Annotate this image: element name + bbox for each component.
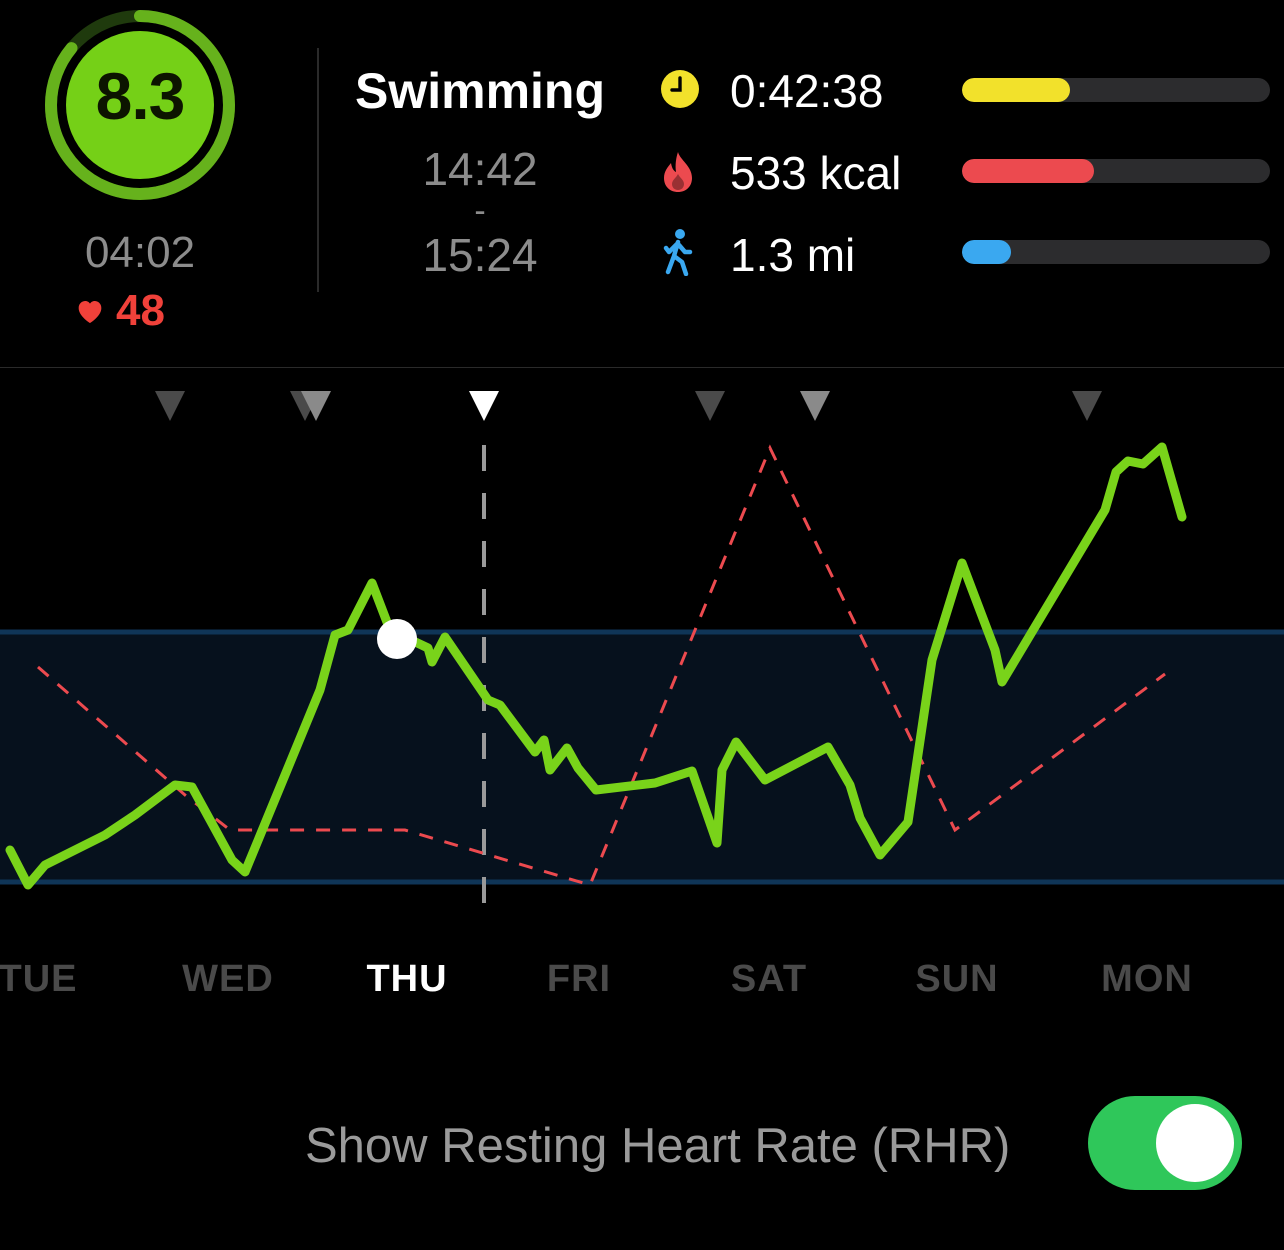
heart-rate-trend-chart[interactable] [0,370,1284,930]
day-label-fri[interactable]: FRI [546,958,612,1000]
activity-heart-rate-line [5,442,1187,890]
event-marker[interactable] [301,391,331,421]
day-label-wed[interactable]: WED [182,958,274,1000]
event-marker[interactable] [1072,391,1102,421]
walking-person-icon [663,229,693,276]
calories-bar [962,159,1270,183]
rhr-toggle[interactable] [1088,1096,1242,1190]
distance-value: 1.3 mi [730,229,856,281]
selected-point[interactable] [377,619,417,659]
heart-rate: 48 [74,286,165,336]
event-marker[interactable] [800,391,830,421]
event-marker-selected[interactable] [469,391,499,421]
vertical-divider [317,48,319,292]
distance-bar-fill [962,240,1012,264]
rhr-toggle-label: Show Resting Heart Rate (RHR) [305,1119,1011,1173]
heart-rate-value: 48 [116,286,165,335]
activity-start-time: 14:42 [422,143,538,195]
score-ring [45,10,235,200]
duration-bar-fill [962,78,1070,102]
heart-icon [78,301,102,323]
rhr-line [37,444,1166,887]
day-label-mon[interactable]: MON [1101,958,1193,1000]
toggle-knob[interactable] [1156,1104,1234,1182]
day-label-sat[interactable]: SAT [730,958,808,1000]
event-marker[interactable] [155,391,185,421]
distance-bar [962,240,1270,264]
day-label-sun[interactable]: SUN [915,958,999,1000]
activity-name: Swimming [354,63,606,119]
day-label-thu[interactable]: THU [366,958,448,1000]
duration-bar [962,78,1270,102]
time-separator: - [474,192,486,230]
calories-value: 533 kcal [730,147,902,199]
event-marker[interactable] [695,391,725,421]
flame-icon [664,152,692,192]
activity-end-time: 15:24 [422,229,538,281]
day-label-tue[interactable]: TUE [0,958,78,1000]
clock-icon [661,70,699,108]
calories-bar-fill [962,159,1095,183]
duration-time: 04:02 [84,228,196,277]
section-divider [0,367,1284,368]
duration-value: 0:42:38 [730,65,884,117]
readiness-score: 8.3 [95,59,186,133]
